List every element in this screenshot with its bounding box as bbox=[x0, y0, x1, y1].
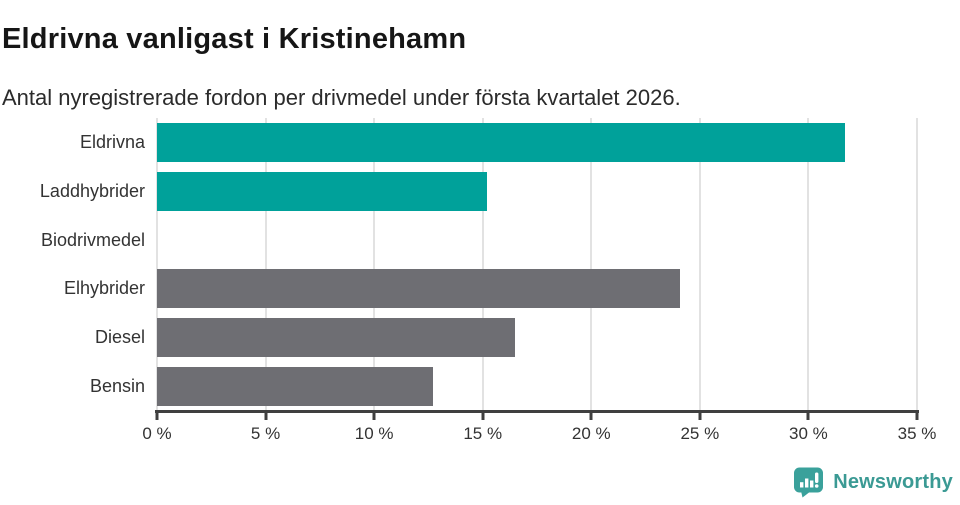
bar-eldrivna bbox=[157, 122, 846, 162]
gridline-25 bbox=[698, 118, 701, 411]
x-axis-ticks: 0 % 5 % 10 % 15 % 20 % 25 % 30 % 35 % bbox=[142, 413, 936, 458]
category-label-elhybrider: Elhybrider bbox=[63, 278, 145, 299]
gridline-30 bbox=[807, 118, 810, 411]
x-tick-15 bbox=[481, 413, 485, 420]
category-label-biodrivmedel: Biodrivmedel bbox=[40, 229, 145, 250]
gridline-35 bbox=[916, 118, 918, 411]
x-tick-0 bbox=[155, 413, 159, 420]
x-tick-label-30: 30 % bbox=[789, 424, 828, 443]
x-tick-label-20: 20 % bbox=[571, 424, 611, 443]
gridline-5 bbox=[264, 118, 267, 411]
category-label-diesel: Diesel bbox=[94, 327, 145, 348]
x-tick-label-5: 5 % bbox=[250, 424, 281, 443]
category-axis-labels: Eldrivna Laddhybrider Biodrivmedel Elhybrid… bbox=[0, 118, 145, 411]
x-tick-35 bbox=[915, 413, 919, 420]
chart-subtitle: Antal nyregistrerade fordon per drivmede… bbox=[2, 85, 681, 110]
newsworthy-speech-bubble-chart-icon bbox=[794, 467, 824, 498]
gridline-10 bbox=[373, 118, 376, 411]
newsworthy-logo: Newsworthy bbox=[792, 467, 953, 498]
plot-area bbox=[156, 118, 918, 411]
gridline-0 bbox=[156, 118, 158, 411]
gridline-20 bbox=[590, 118, 593, 411]
x-axis-line bbox=[155, 410, 919, 413]
x-tick-25 bbox=[698, 413, 702, 420]
x-tick-10 bbox=[372, 413, 376, 420]
bar-elhybrider bbox=[157, 269, 681, 309]
x-tick-5 bbox=[264, 413, 268, 420]
category-label-laddhybrider: Laddhybrider bbox=[39, 180, 145, 201]
bar-bensin bbox=[157, 367, 433, 407]
x-tick-label-35: 35 % bbox=[897, 424, 937, 443]
category-label-eldrivna: Eldrivna bbox=[79, 131, 145, 152]
chart-title: Eldrivna vanligast i Kristinehamn bbox=[2, 23, 467, 56]
bar-laddhybrider bbox=[157, 171, 488, 211]
x-tick-label-10: 10 % bbox=[354, 424, 394, 443]
newsworthy-wordmark: Newsworthy bbox=[833, 471, 953, 493]
x-tick-20 bbox=[589, 413, 593, 420]
category-label-bensin: Bensin bbox=[89, 376, 145, 397]
gridline-15 bbox=[481, 118, 484, 411]
x-tick-label-0: 0 % bbox=[142, 424, 172, 443]
bar-diesel bbox=[157, 318, 516, 358]
x-tick-30 bbox=[806, 413, 810, 420]
x-tick-label-15: 15 % bbox=[463, 424, 503, 443]
x-tick-label-25: 25 % bbox=[680, 424, 720, 443]
